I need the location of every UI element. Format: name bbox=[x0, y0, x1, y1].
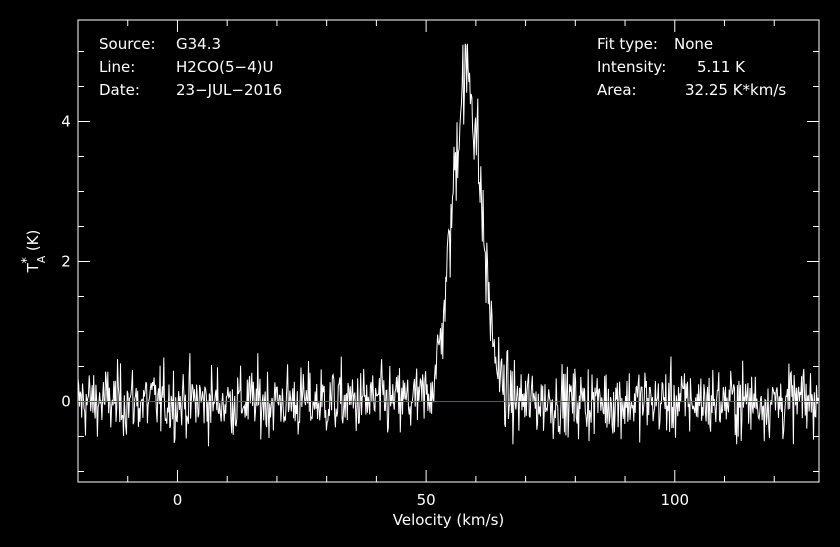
plot-frame bbox=[77, 19, 820, 483]
info-right-key-0: Fit type: bbox=[597, 35, 658, 53]
x-tick-label: 100 bbox=[660, 491, 689, 509]
y-axis-label-sup: * bbox=[20, 257, 35, 264]
y-axis-label-unit: (K) bbox=[24, 230, 42, 252]
info-left-value-0: G34.3 bbox=[176, 35, 222, 53]
axis-ticks bbox=[77, 20, 819, 482]
y-tick-label: 4 bbox=[61, 113, 71, 131]
info-right-value-0: None bbox=[674, 35, 714, 53]
info-left-key-2: Date: bbox=[99, 81, 140, 99]
info-right-value-1: 5.11 K bbox=[697, 58, 746, 76]
y-axis-label-main: T bbox=[24, 262, 42, 273]
info-right-key-2: Area: bbox=[597, 81, 637, 99]
spectrum-line bbox=[77, 43, 820, 447]
x-tick-label: 0 bbox=[173, 491, 183, 509]
x-axis-label: Velocity (km/s) bbox=[393, 511, 504, 529]
y-tick-label: 2 bbox=[61, 253, 71, 271]
tick-labels: 0 50 100 0 2 4 bbox=[61, 113, 689, 510]
info-right-key-1: Intensity: bbox=[597, 58, 667, 76]
x-tick-label: 50 bbox=[417, 491, 436, 509]
info-left-value-2: 23−JUL−2016 bbox=[176, 81, 283, 99]
y-axis-label-sub: A bbox=[35, 255, 48, 263]
info-left-key-0: Source: bbox=[99, 35, 156, 53]
info-left-key-1: Line: bbox=[99, 58, 136, 76]
y-tick-label: 0 bbox=[61, 393, 71, 411]
info-left-value-1: H2CO(5−4)U bbox=[176, 58, 274, 76]
info-right-value-2: 32.25 K*km/s bbox=[685, 81, 787, 99]
y-axis-label: TA* (K) bbox=[20, 230, 48, 274]
